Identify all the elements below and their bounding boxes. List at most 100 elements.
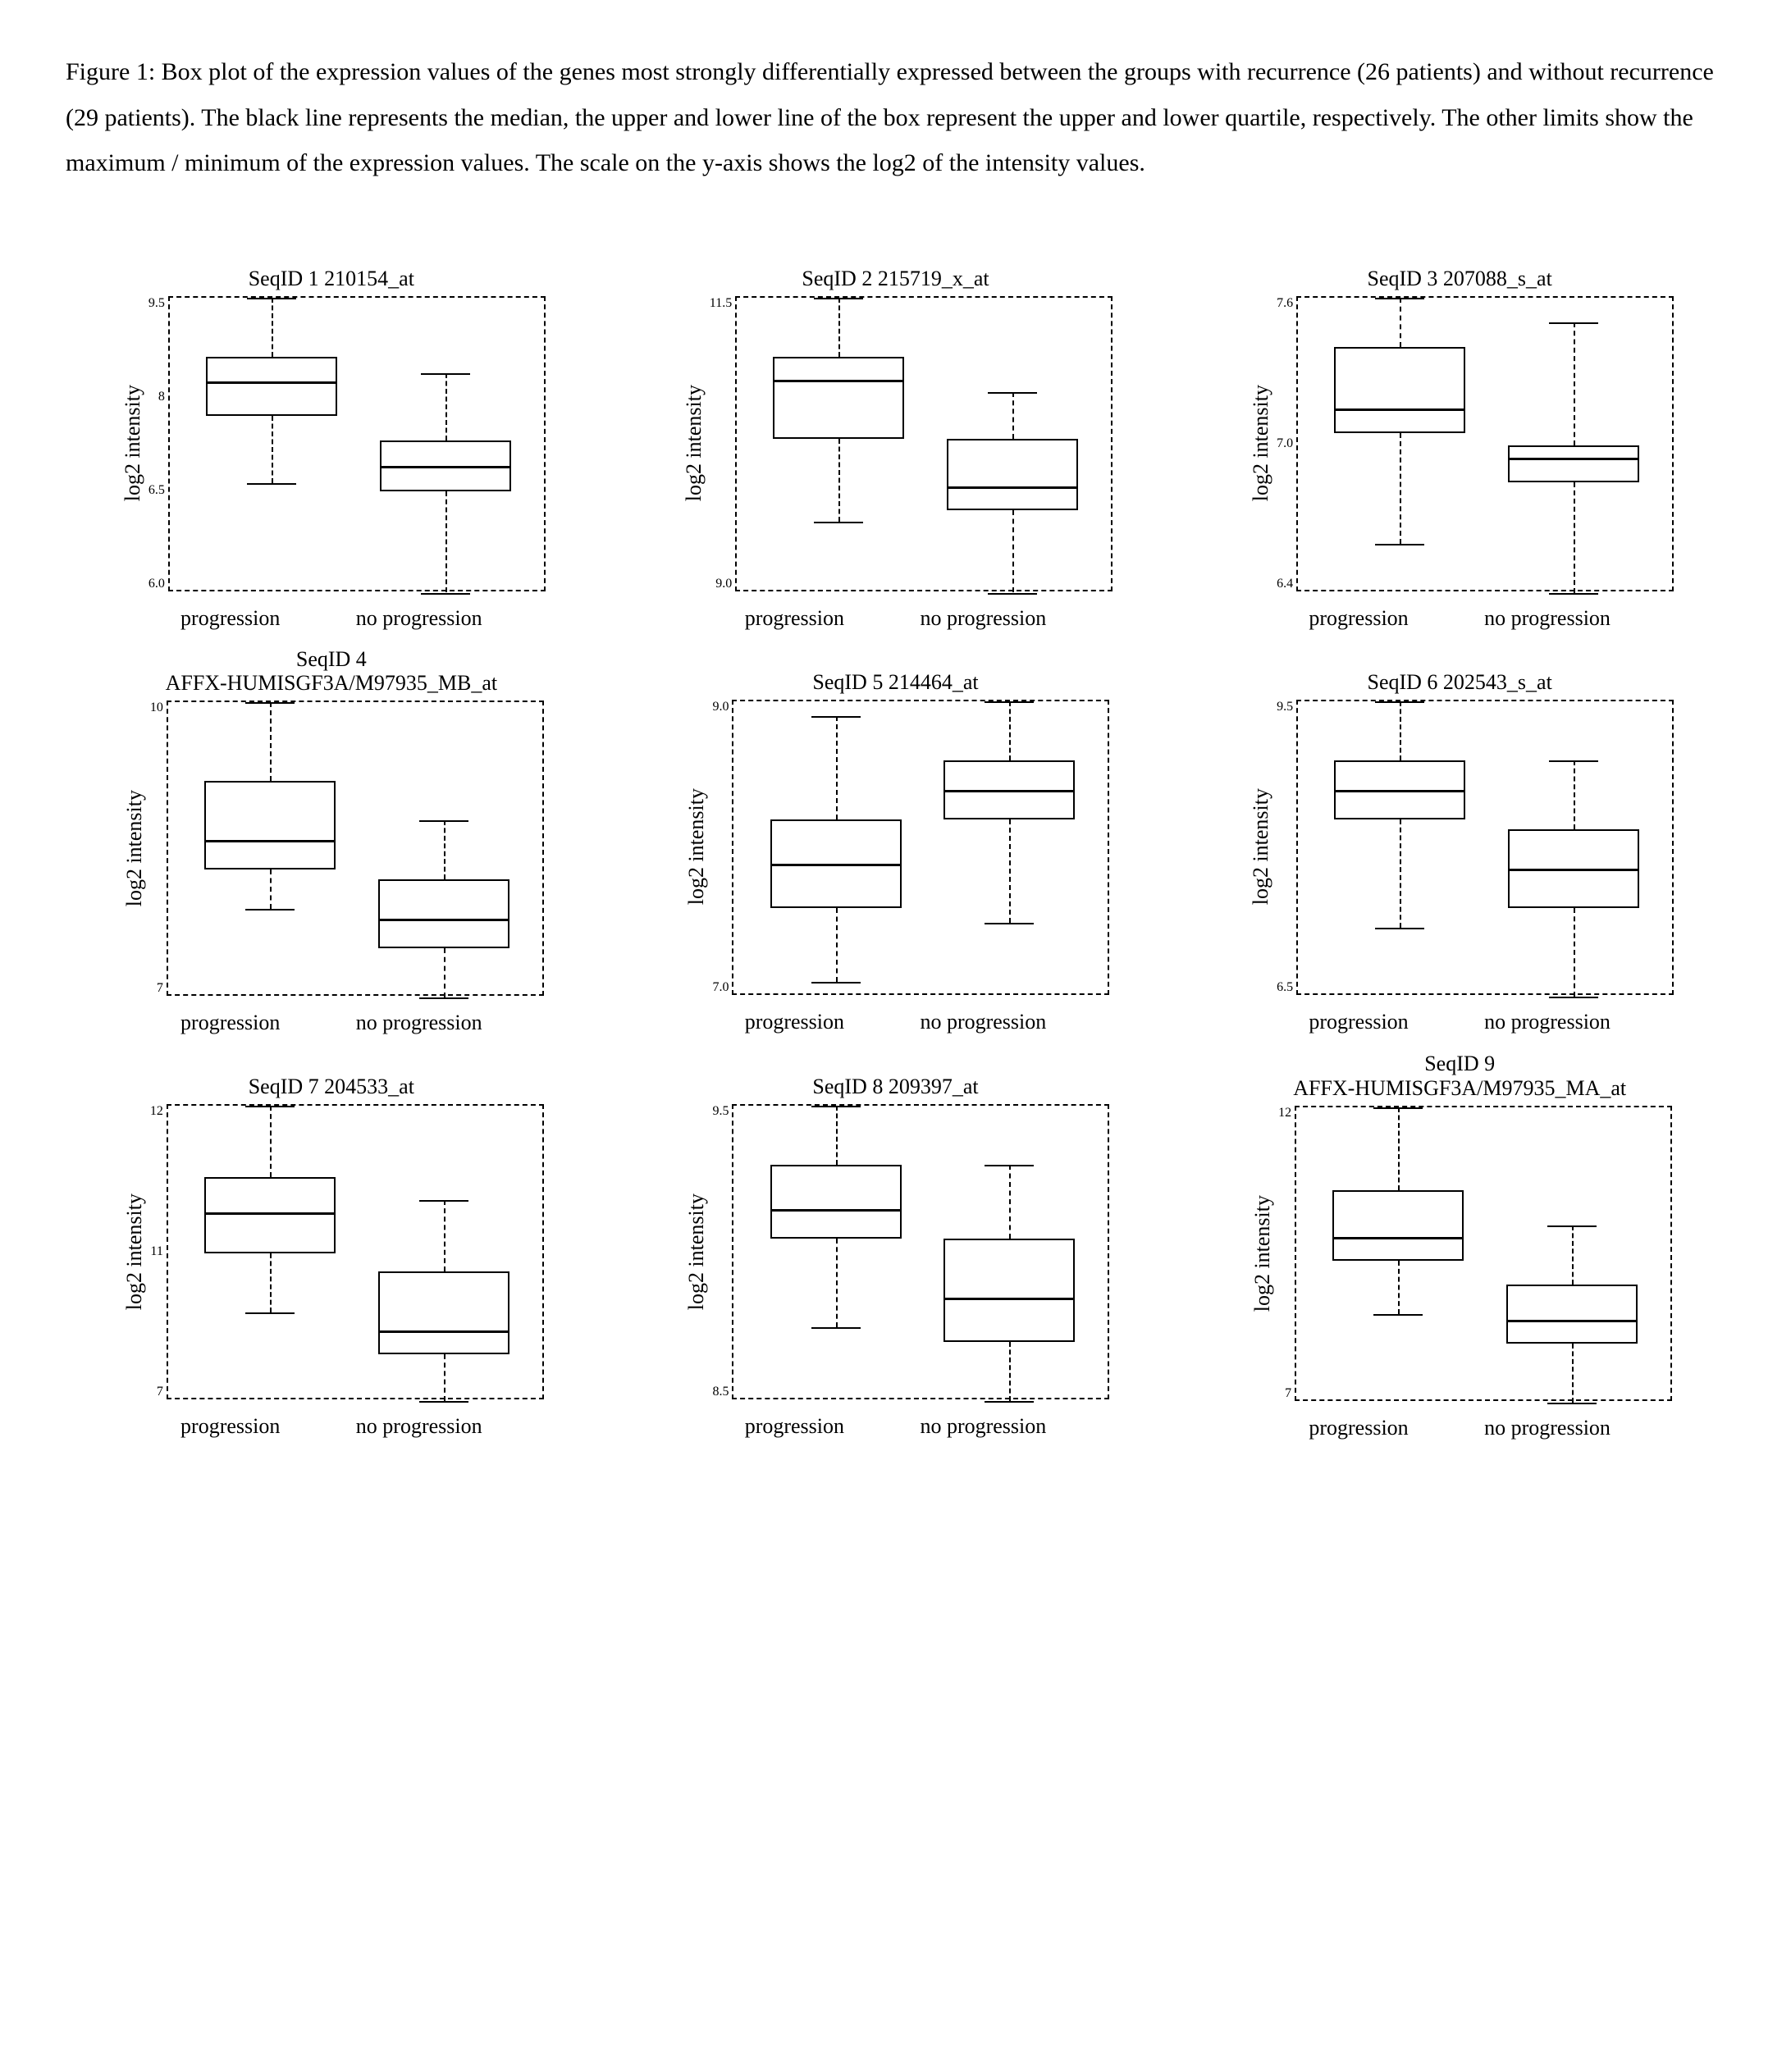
plot-row: log2 intensity9.011.5	[678, 296, 1113, 591]
whisker-bottom	[270, 1253, 272, 1312]
panel-title: SeqID 3 207088_s_at	[1368, 244, 1552, 296]
panel: SeqID 2 215719_x_atlog2 intensity9.011.5…	[630, 244, 1162, 631]
y-ticks: 7 11 12	[150, 1104, 167, 1399]
panel: SeqID 6 202543_s_atlog2 intensity6.59.5p…	[1194, 647, 1725, 1036]
plot-area	[732, 1104, 1109, 1399]
y-tick-label: 7.0	[1277, 436, 1293, 451]
plot-area	[1296, 700, 1674, 995]
whisker-cap-bottom	[1375, 928, 1424, 929]
boxplot-grid: SeqID 1 210154_atlog2 intensity6.06.589.…	[66, 244, 1725, 1441]
plot-row: log2 intensity7.09.0	[681, 700, 1109, 995]
panel-title: SeqID 6 202543_s_at	[1368, 647, 1552, 700]
y-tick-label: 8	[158, 390, 165, 404]
y-tick-label: 12	[1278, 1106, 1291, 1120]
whisker-cap-bottom	[419, 997, 468, 999]
median-line	[206, 381, 337, 384]
y-ticks: 6.59.5	[1277, 700, 1296, 995]
median-line	[380, 466, 511, 468]
x-label-right: no progression	[1484, 1010, 1611, 1034]
panel-title: SeqID 1 210154_at	[249, 244, 414, 296]
y-axis-label: log2 intensity	[1245, 385, 1277, 501]
boxplot	[770, 1106, 902, 1401]
iqr-box	[943, 1239, 1075, 1342]
whisker-cap-bottom	[985, 923, 1034, 924]
median-line	[947, 486, 1078, 489]
x-label-right: no progression	[920, 1414, 1046, 1439]
median-line	[770, 864, 902, 866]
plot-row: log2 intensity71112	[119, 1104, 544, 1399]
boxplot	[378, 702, 509, 997]
whisker-bottom	[1574, 482, 1575, 593]
plot-row: log2 intensity6.06.589.5	[117, 296, 546, 591]
x-labels: progression no progression	[1271, 995, 1648, 1034]
whisker-cap-bottom	[1373, 1314, 1423, 1316]
y-tick-label: 12	[150, 1104, 163, 1119]
median-line	[1332, 1237, 1464, 1239]
y-ticks: 712	[1278, 1106, 1295, 1401]
median-line	[1506, 1320, 1638, 1322]
whisker-top	[444, 820, 445, 879]
plot-area	[167, 1104, 544, 1399]
boxplot	[380, 298, 511, 593]
panel: SeqID 1 210154_atlog2 intensity6.06.589.…	[66, 244, 597, 631]
y-tick-label: 11	[150, 1244, 162, 1259]
panel: SeqID 3 207088_s_atlog2 intensity6.47.07…	[1194, 244, 1725, 631]
boxplot	[1334, 298, 1465, 593]
median-line	[770, 1209, 902, 1212]
x-labels: progressionno progression	[143, 591, 520, 631]
x-label-left: progression	[1309, 1010, 1408, 1034]
x-label-right: no progression	[356, 1011, 482, 1035]
x-label-right: no progression	[1484, 1416, 1611, 1440]
panel-title: SeqID 7 204533_at	[249, 1052, 414, 1104]
y-tick-label: 9.0	[715, 577, 732, 591]
y-tick-label: 9.5	[1277, 700, 1293, 714]
whisker-top	[272, 298, 273, 357]
whisker-bottom	[272, 416, 273, 483]
whisker-bottom	[836, 908, 838, 982]
y-tick-label: 9.0	[712, 700, 729, 714]
median-line	[1508, 869, 1639, 871]
whisker-cap-bottom	[1547, 1403, 1597, 1404]
panel-title: SeqID 8 209397_at	[812, 1052, 978, 1104]
plot-area	[167, 701, 544, 996]
boxplot	[206, 298, 337, 593]
plot-row: log2 intensity8.59.5	[681, 1104, 1109, 1399]
whisker-cap-bottom	[1375, 544, 1424, 545]
whisker-bottom	[838, 439, 840, 522]
y-ticks: 9.011.5	[710, 296, 735, 591]
boxplot	[204, 702, 336, 997]
whisker-bottom	[1009, 819, 1011, 923]
y-tick-label: 7	[157, 1385, 163, 1399]
whisker-bottom	[1400, 819, 1401, 928]
whisker-bottom	[444, 948, 445, 997]
y-tick-label: 7.0	[712, 980, 729, 995]
whisker-bottom	[1572, 1344, 1574, 1403]
whisker-top	[1400, 701, 1401, 760]
plot-row: log2 intensity6.47.07.6	[1245, 296, 1674, 591]
whisker-top	[1572, 1225, 1574, 1285]
plot-area	[1296, 296, 1674, 591]
boxplot	[773, 298, 904, 593]
whisker-cap-bottom	[988, 593, 1037, 595]
iqr-box	[204, 1177, 336, 1254]
x-labels: progressionno progression	[706, 1399, 1084, 1439]
panel-title: SeqID 5 214464_at	[812, 647, 978, 700]
panel-title: SeqID 2 215719_x_at	[802, 244, 989, 296]
whisker-cap-bottom	[245, 1312, 295, 1314]
y-tick-label: 6.4	[1277, 577, 1293, 591]
panel: SeqID 5 214464_atlog2 intensity7.09.0pro…	[630, 647, 1162, 1036]
y-axis-label: log2 intensity	[117, 385, 148, 501]
panel: SeqID 9 AFFX-HUMISGF3A/M97935_MA_atlog2 …	[1194, 1052, 1725, 1440]
x-label-left: progression	[745, 1010, 844, 1034]
boxplot	[1508, 701, 1639, 997]
plot-area	[732, 700, 1109, 995]
x-label-right: no progression	[920, 606, 1046, 631]
plot-row: log2 intensity6.59.5	[1245, 700, 1674, 995]
boxplot	[1332, 1107, 1464, 1403]
iqr-box	[378, 879, 509, 948]
boxplot	[770, 701, 902, 997]
median-line	[1334, 790, 1465, 792]
y-axis-label: log2 intensity	[1245, 788, 1277, 905]
x-labels: progressionno progression	[1271, 591, 1648, 631]
whisker-bottom	[1012, 510, 1014, 593]
